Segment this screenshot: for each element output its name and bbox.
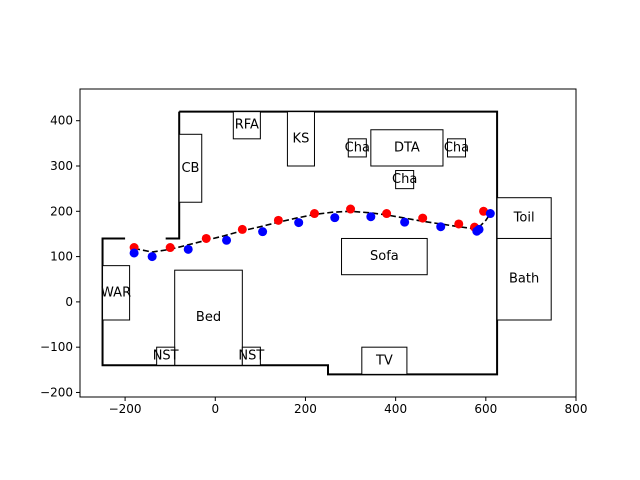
furniture-cha-6: Cha (392, 170, 417, 190)
points-layer (129, 204, 495, 262)
furniture-rect (395, 170, 415, 190)
furniture-label: CB (181, 161, 199, 176)
furniture-layer: RFA KS CB Cha DTA Cha Cha Toil Bath Sofa WAR Bed NST… (101, 111, 552, 375)
red-point-8 (418, 213, 428, 223)
furniture-bath-8: Bath (496, 237, 552, 321)
blue-point-5 (294, 218, 304, 228)
furniture-label: WAR (101, 285, 131, 300)
furniture-rect (178, 133, 203, 203)
red-point-6 (346, 204, 356, 214)
y-tick-label: −100 (40, 340, 73, 354)
furniture-rect (156, 346, 176, 366)
furniture-rect (347, 138, 367, 158)
blue-point-9 (436, 222, 446, 232)
furniture-war-10: WAR (101, 265, 131, 321)
furniture-label: Cha (392, 172, 417, 187)
furniture-label: DTA (394, 140, 420, 155)
furniture-rect (241, 346, 261, 366)
furniture-cb-2: CB (178, 133, 203, 203)
furniture-bed-11: Bed (174, 269, 243, 366)
blue-point-11 (474, 224, 484, 234)
blue-point-1 (147, 252, 157, 262)
furniture-rect (232, 111, 261, 140)
blue-point-3 (222, 235, 232, 245)
furniture-label: RFA (235, 118, 259, 133)
furniture-label: NST (238, 349, 264, 364)
red-point-4 (273, 215, 283, 225)
furniture-sofa-9: Sofa (341, 237, 428, 276)
blue-point-12 (485, 209, 495, 219)
red-point-7 (382, 209, 392, 219)
x-tick-label: 600 (474, 402, 497, 416)
furniture-rect (286, 111, 315, 167)
furniture-label: TV (375, 353, 393, 368)
blue-point-4 (258, 227, 268, 237)
trajectory-path-line (133, 210, 491, 253)
blue-point-2 (183, 244, 193, 254)
x-tick-label: 200 (294, 402, 317, 416)
wall-line-0 (101, 110, 499, 376)
furniture-toil-7: Toil (496, 197, 552, 239)
furniture-rect (102, 265, 131, 321)
furniture-rect (361, 346, 408, 375)
furniture-label: Cha (444, 140, 469, 155)
furniture-nst-13: NST (238, 346, 264, 366)
red-point-9 (454, 219, 464, 229)
path-layer (133, 210, 491, 253)
red-point-1 (165, 243, 175, 253)
furniture-nst-12: NST (153, 346, 179, 366)
furniture-rect (496, 237, 552, 321)
blue-point-8 (400, 217, 410, 227)
red-point-2 (201, 233, 211, 243)
furniture-label: NST (153, 349, 179, 364)
x-tick-label: 0 (211, 402, 219, 416)
furniture-rect (174, 269, 243, 366)
x-tick-label: 400 (384, 402, 407, 416)
furniture-cha-5: Cha (444, 138, 469, 158)
furniture-label: KS (293, 131, 310, 146)
furniture-label: Cha (345, 140, 370, 155)
furniture-tv-14: TV (361, 346, 408, 375)
furniture-label: Sofa (370, 249, 399, 264)
x-tick-label: −200 (109, 402, 142, 416)
furniture-cha-3: Cha (345, 138, 370, 158)
furniture-rfa-0: RFA (232, 111, 261, 140)
red-point-5 (309, 209, 319, 219)
red-point-3 (237, 224, 247, 234)
blue-point-0 (129, 248, 139, 258)
furniture-dta-4: DTA (370, 129, 444, 167)
furniture-rect (370, 129, 444, 167)
furniture-rect (341, 237, 428, 276)
red-point-11 (479, 206, 489, 216)
furniture-rect (446, 138, 467, 158)
axes-frame (79, 88, 577, 398)
x-tick-label: 800 (565, 402, 588, 416)
blue-point-6 (330, 213, 340, 223)
y-tick-label: 0 (65, 295, 73, 309)
y-tick-label: 100 (50, 250, 73, 264)
y-tick-label: 300 (50, 159, 73, 173)
blue-point-7 (366, 212, 376, 222)
furniture-label: Bath (509, 272, 539, 287)
y-tick-label: 400 (50, 114, 73, 128)
furniture-label: Bed (196, 310, 221, 325)
furniture-label: Toil (513, 211, 535, 226)
axes-layer: −200 0 200 400 600 800 −200 −100 0 100 200 300 400 (40, 88, 588, 416)
y-tick-label: 200 (50, 204, 73, 218)
y-tick-label: −200 (40, 385, 73, 399)
furniture-ks-1: KS (286, 111, 315, 167)
